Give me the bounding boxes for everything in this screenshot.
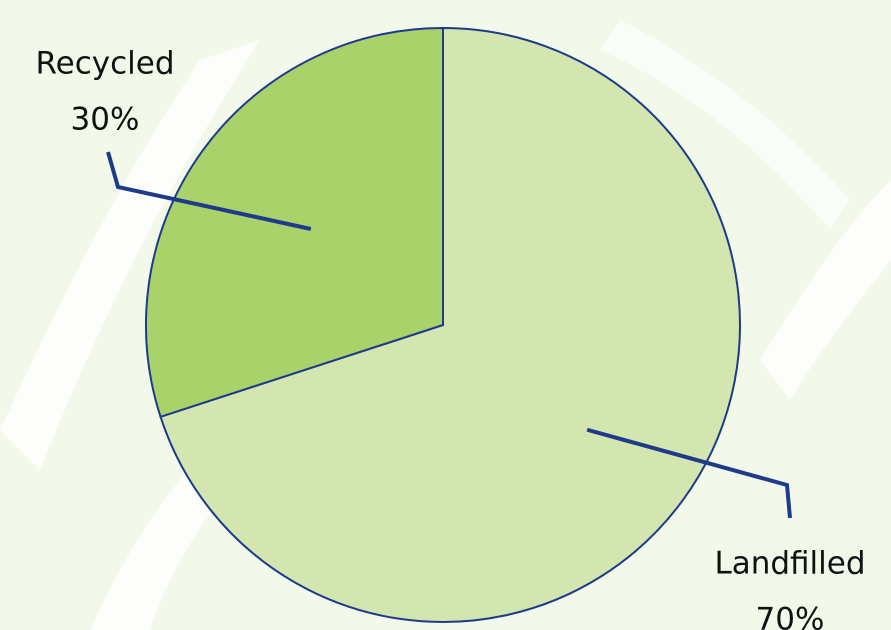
slice-label: Recycled — [35, 46, 174, 82]
pie-slice — [145, 26, 444, 419]
slice-label: Landfilled — [714, 546, 865, 582]
decor — [760, 180, 891, 400]
leader-line — [586, 427, 792, 519]
value-label: 30% — [71, 102, 140, 138]
value-label: 70% — [756, 602, 825, 630]
leader-line — [106, 151, 312, 231]
labels: Landfilled 70% Recycled 30% — [35, 46, 865, 630]
pie — [145, 26, 741, 623]
decor — [0, 40, 260, 470]
pie-slice — [159, 26, 741, 623]
decor — [600, 20, 850, 230]
